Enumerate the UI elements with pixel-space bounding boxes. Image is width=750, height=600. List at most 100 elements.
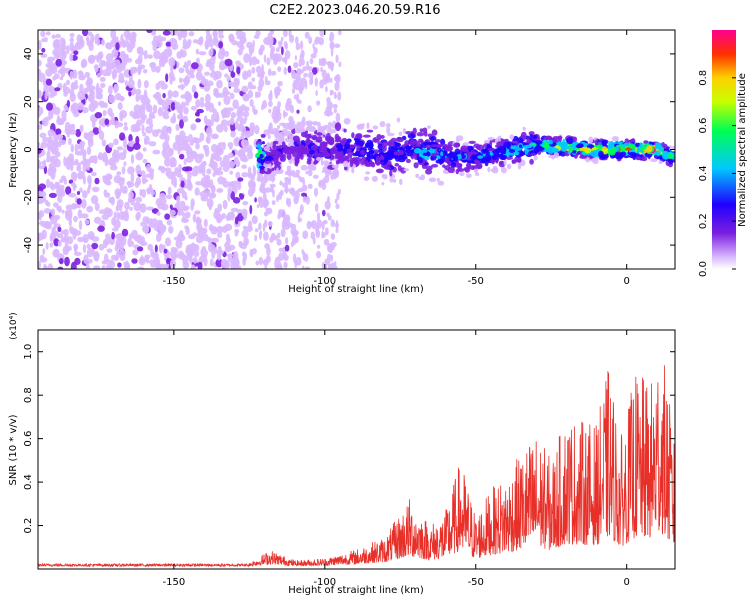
heatmap-cell	[251, 77, 256, 82]
heatmap-cell	[307, 133, 312, 138]
heatmap-cell	[53, 73, 60, 80]
heatmap-cell	[129, 206, 133, 211]
heatmap-cell	[470, 151, 478, 155]
heatmap-cell	[130, 68, 134, 76]
heatmap-cell	[142, 68, 148, 74]
heatmap-cell	[111, 151, 118, 159]
heatmap-cell	[163, 152, 171, 160]
heatmap-cell	[183, 76, 189, 87]
heatmap-cell	[234, 229, 239, 237]
heatmap-cell	[68, 217, 72, 227]
heatmap-cell	[192, 256, 198, 264]
tick-label: 1.0	[23, 344, 34, 360]
heatmap-cell	[111, 68, 118, 79]
heatmap-cell	[111, 231, 116, 240]
heatmap-cell	[93, 155, 98, 165]
heatmap-cell	[395, 137, 404, 143]
heatmap-cell	[614, 146, 620, 152]
heatmap-cell	[197, 261, 203, 269]
heatmap-cell	[276, 194, 279, 203]
heatmap-cell	[491, 154, 498, 161]
heatmap-cell	[60, 175, 67, 181]
heatmap-cell	[127, 181, 135, 188]
snr-series-line	[38, 365, 675, 568]
heatmap-cell	[405, 158, 411, 164]
heatmap-cell	[436, 144, 443, 148]
heatmap-cell	[38, 89, 41, 99]
heatmap-cell	[547, 147, 554, 154]
heatmap-cell	[325, 106, 330, 114]
heatmap-cell	[310, 144, 319, 151]
heatmap-cell	[137, 266, 145, 269]
heatmap-cell	[329, 89, 333, 96]
heatmap-cell	[153, 35, 159, 43]
heatmap-cell	[198, 169, 203, 174]
heatmap-cell	[164, 167, 172, 172]
heatmap-cell	[123, 261, 127, 268]
heatmap-cell	[120, 33, 124, 44]
heatmap-cell	[334, 93, 337, 99]
spectrogram-x-axis-label: Height of straight line (km)	[288, 284, 424, 295]
tick-label: -100	[313, 276, 336, 287]
heatmap-cell	[186, 59, 192, 66]
heatmap-cell	[70, 144, 75, 153]
heatmap-cell	[170, 40, 177, 48]
heatmap-cell	[448, 160, 452, 167]
heatmap-cell	[257, 196, 264, 204]
heatmap-cell	[167, 89, 173, 100]
heatmap-cell	[63, 104, 68, 110]
heatmap-cell	[324, 169, 332, 174]
heatmap-cell	[173, 236, 182, 241]
heatmap-cell	[274, 164, 281, 171]
heatmap-cell	[124, 209, 129, 218]
heatmap-cell	[119, 109, 128, 119]
heatmap-cell	[628, 151, 637, 156]
heatmap-cell	[256, 177, 262, 182]
heatmap-cell	[61, 109, 67, 119]
heatmap-cell	[232, 257, 240, 267]
heatmap-cell	[487, 166, 491, 173]
heatmap-cell	[56, 133, 64, 140]
heatmap-cell	[282, 122, 287, 129]
heatmap-cell	[212, 71, 219, 81]
heatmap-cell	[70, 261, 77, 269]
heatmap-cell	[57, 194, 63, 204]
heatmap-cell	[301, 149, 310, 155]
heatmap-cell	[179, 145, 183, 152]
heatmap-cell	[205, 93, 211, 104]
heatmap-cell	[68, 137, 72, 146]
heatmap-cell	[204, 39, 210, 50]
heatmap-cell	[169, 30, 178, 37]
heatmap-cell	[222, 199, 228, 210]
heatmap-cell	[213, 247, 218, 255]
heatmap-cell	[208, 192, 217, 199]
heatmap-cell	[224, 241, 231, 249]
heatmap-cell	[66, 99, 70, 108]
heatmap-cell	[139, 188, 143, 197]
heatmap-cell	[50, 67, 58, 74]
heatmap-cell	[324, 227, 329, 236]
tick-label: -150	[163, 276, 186, 287]
heatmap-cell	[376, 133, 382, 141]
heatmap-cell	[116, 146, 124, 151]
heatmap-cell	[316, 244, 321, 249]
heatmap-cell	[500, 166, 507, 174]
heatmap-cell	[258, 78, 265, 88]
heatmap-cell	[68, 129, 77, 135]
heatmap-cell	[321, 261, 325, 269]
heatmap-cell	[157, 166, 166, 171]
heatmap-cell	[47, 263, 54, 269]
heatmap-cell	[276, 125, 281, 129]
heatmap-cell	[305, 170, 310, 175]
heatmap-cell	[61, 117, 65, 124]
heatmap-cell	[340, 140, 346, 145]
heatmap-cell	[133, 201, 142, 212]
colorbar-gradient	[712, 30, 736, 269]
heatmap-cell	[279, 180, 283, 186]
heatmap-cell	[86, 174, 92, 185]
heatmap-cell	[318, 179, 324, 186]
heatmap-cell	[386, 141, 393, 146]
heatmap-cell	[301, 265, 305, 269]
heatmap-cell	[131, 258, 138, 264]
heatmap-cell	[57, 226, 62, 233]
